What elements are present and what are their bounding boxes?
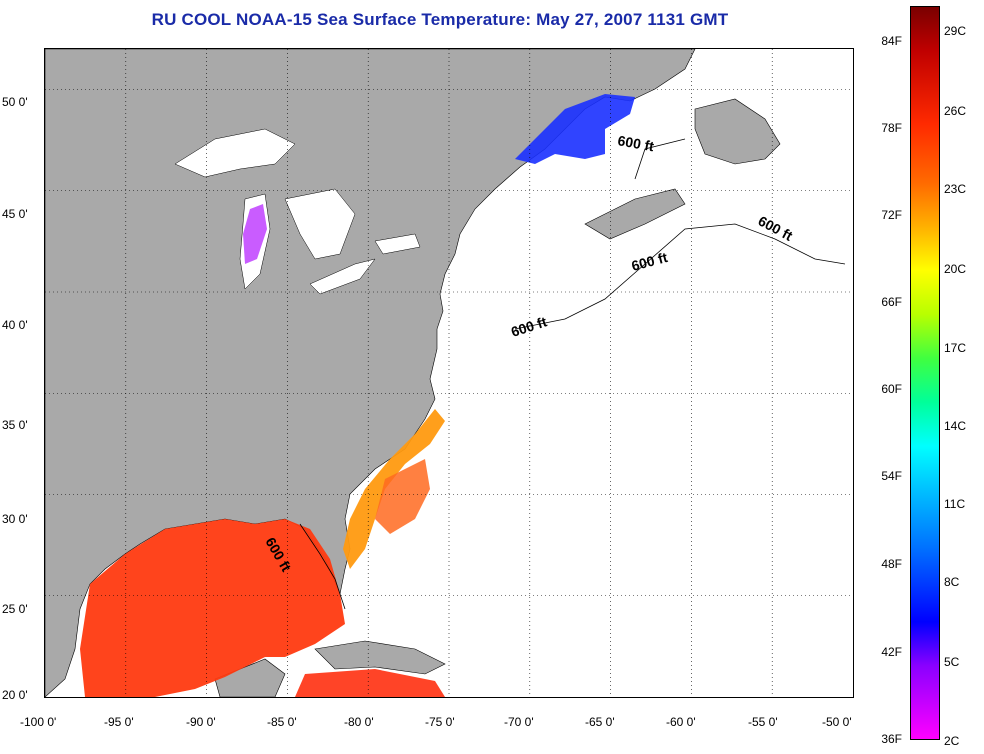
offshore-sst-patches xyxy=(375,459,430,534)
colorbar-fahrenheit-label: 78F xyxy=(881,121,902,135)
lon-tick-label: -100 0' xyxy=(20,715,57,729)
colorbar-fahrenheit-label: 42F xyxy=(881,645,902,659)
map-title: RU COOL NOAA-15 Sea Surface Temperature:… xyxy=(151,10,729,29)
lake-michigan-sst xyxy=(243,204,267,264)
lon-tick-label: -70 0' xyxy=(504,715,534,729)
lat-tick-label: 35 0' xyxy=(2,418,28,432)
lake-superior xyxy=(174,128,296,178)
nova-scotia xyxy=(584,188,686,240)
colorbar-fahrenheit-label: 72F xyxy=(881,208,902,222)
colorbar-celsius-label: 11C xyxy=(944,497,966,511)
colorbar-celsius-label: 5C xyxy=(944,655,960,669)
map-canvas: 600 ft 600 ft 600 ft 600 ft 600 ft xyxy=(44,48,853,698)
gridlines xyxy=(45,49,853,697)
lon-tick-label: -75 0' xyxy=(425,715,455,729)
lat-tick-label: 40 0' xyxy=(2,318,28,332)
lat-tick-label: 50 0' xyxy=(2,95,28,109)
lat-tick-label: 45 0' xyxy=(2,207,28,221)
colorbar-celsius-label: 26C xyxy=(944,104,967,118)
colorbar-fahrenheit-label: 54F xyxy=(881,469,902,483)
lon-tick-label: -95 0' xyxy=(104,715,134,729)
colorbar-fahrenheit-label: 60F xyxy=(881,382,902,396)
colorbar-celsius-label: 20C xyxy=(944,262,967,276)
lat-tick-label: 20 0' xyxy=(2,688,28,702)
colorbar-celsius-label: 2C xyxy=(944,734,960,748)
lon-tick-label: -65 0' xyxy=(585,715,615,729)
colorbar-fahrenheit-label: 84F xyxy=(881,34,902,48)
temperature-colorbar xyxy=(910,6,940,740)
colorbar-celsius-label: 23C xyxy=(944,182,967,196)
lon-tick-label: -85 0' xyxy=(267,715,297,729)
lon-tick-label: -55 0' xyxy=(748,715,778,729)
st-lawrence-cold-water xyxy=(515,94,635,164)
lat-tick-label: 30 0' xyxy=(2,512,28,526)
lon-tick-label: -90 0' xyxy=(186,715,216,729)
caribbean-sst xyxy=(295,669,445,697)
contour-label: 600 ft xyxy=(509,313,549,340)
sst-map[interactable]: 600 ft 600 ft 600 ft 600 ft 600 ft xyxy=(44,48,854,698)
colorbar-celsius-label: 8C xyxy=(944,575,960,589)
lake-ontario xyxy=(374,233,421,255)
lake-erie xyxy=(309,258,376,295)
colorbar-celsius-label: 17C xyxy=(944,341,967,355)
contour-label: 600 ft xyxy=(616,132,655,154)
colorbar-celsius-label: 29C xyxy=(944,24,967,38)
colorbar-fahrenheit-label: 48F xyxy=(881,557,902,571)
contour-label: 600 ft xyxy=(630,249,670,274)
yucatan xyxy=(214,658,286,698)
lon-tick-label: -80 0' xyxy=(344,715,374,729)
colorbar-fahrenheit-label: 66F xyxy=(881,295,902,309)
colorbar-fahrenheit-label: 36F xyxy=(881,732,902,746)
lon-tick-label: -50 0' xyxy=(822,715,852,729)
newfoundland xyxy=(694,98,781,165)
lat-tick-label: 25 0' xyxy=(2,602,28,616)
lake-huron xyxy=(284,188,356,260)
lon-tick-label: -60 0' xyxy=(666,715,696,729)
gulf-of-mexico-sst xyxy=(80,519,345,697)
colorbar-celsius-label: 14C xyxy=(944,419,967,433)
shelf-contour-600ft xyxy=(299,138,846,610)
cuba xyxy=(314,640,446,675)
